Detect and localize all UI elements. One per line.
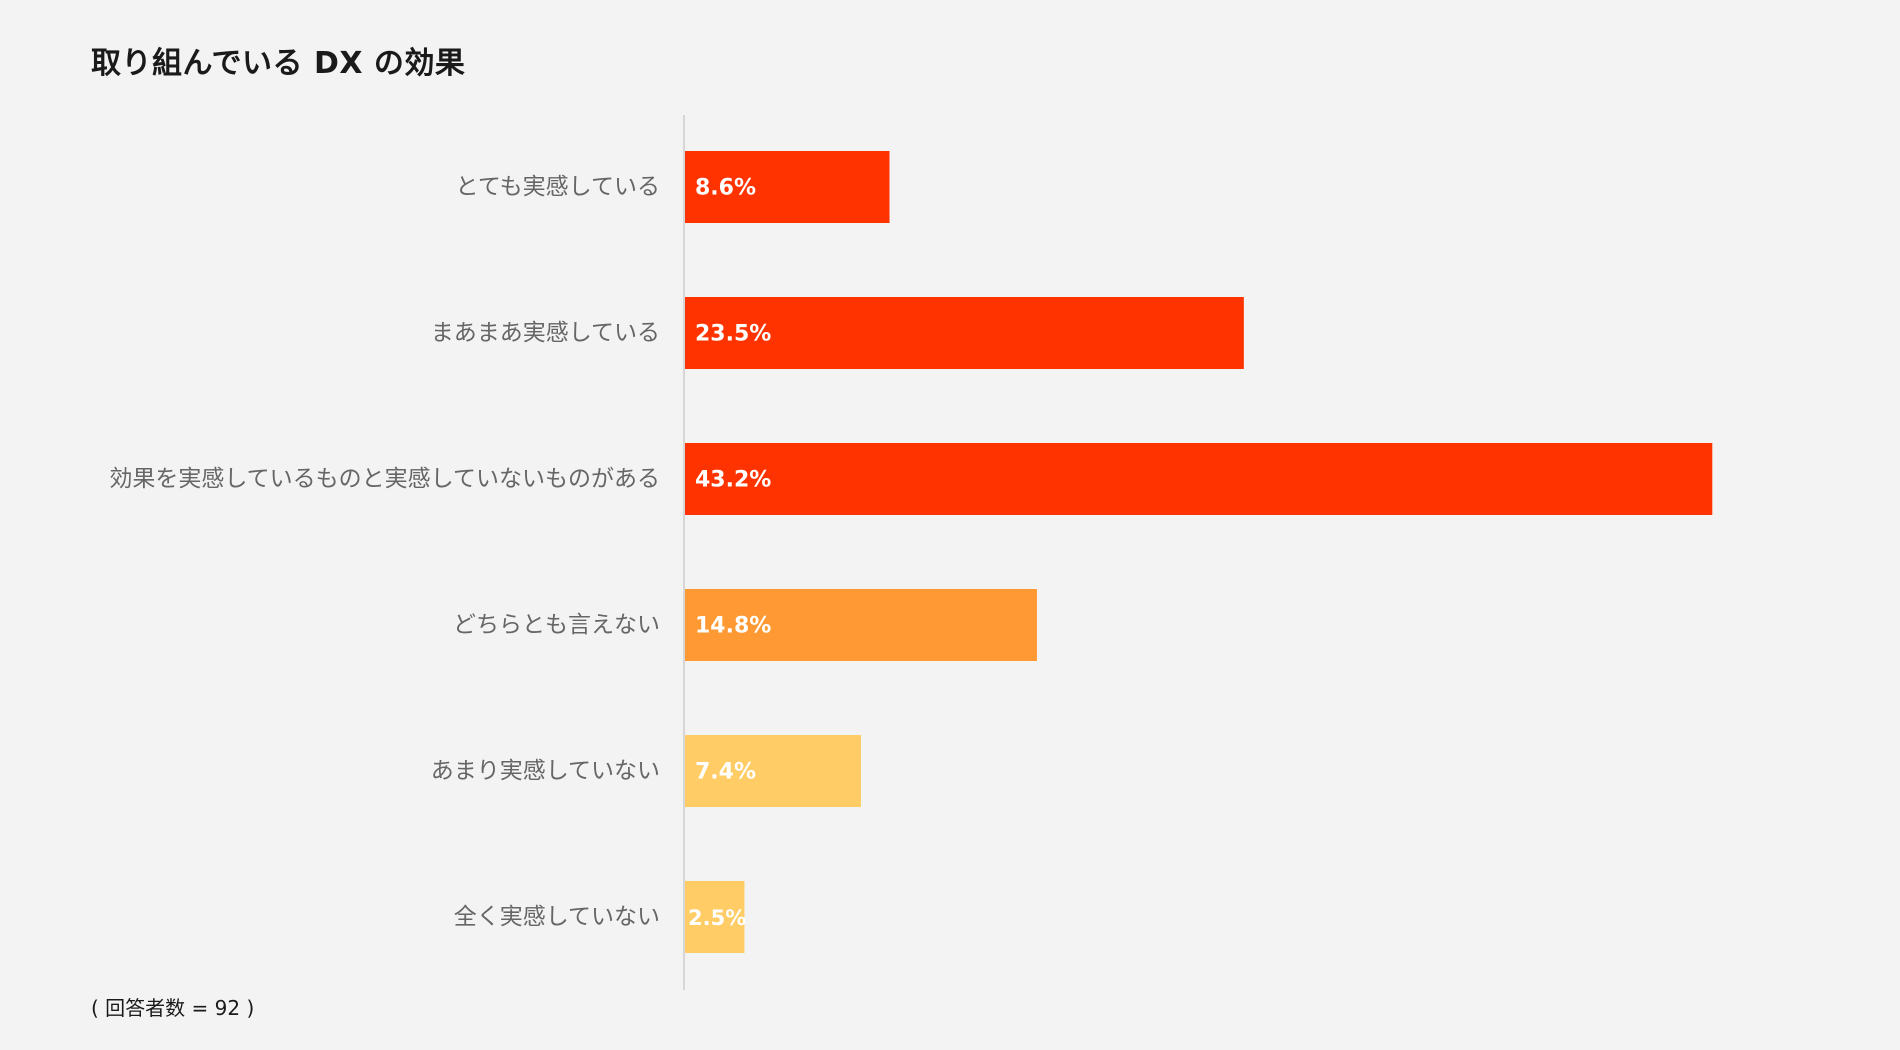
category-label-6: 全く実感していない [454,904,660,930]
category-label-5: あまり実感していない [431,758,660,784]
category-label-3: 効果を実感しているものと実感していないものがある [109,466,660,492]
respondent-count-note: ( 回答者数 = 92 ) [91,996,255,1020]
bar-3 [685,443,1713,515]
value-label-3: 43.2% [695,468,771,493]
category-label-1: とても実感している [456,174,660,200]
bar-5 [685,735,861,807]
bar-1 [685,151,890,223]
value-label-6: 2.5% [688,906,746,930]
category-label-2: まあまあ実感している [431,320,660,346]
bar-4 [685,589,1037,661]
value-label-4: 14.8% [695,614,771,639]
bar-6 [685,881,745,953]
value-label-1: 8.6% [695,176,756,201]
chart-title: 取り組んでいる DX の効果 [91,46,466,81]
value-label-2: 23.5% [695,322,771,347]
bar-2 [685,297,1244,369]
category-label-4: どちらとも言えない [453,612,660,638]
value-label-5: 7.4% [695,760,756,785]
